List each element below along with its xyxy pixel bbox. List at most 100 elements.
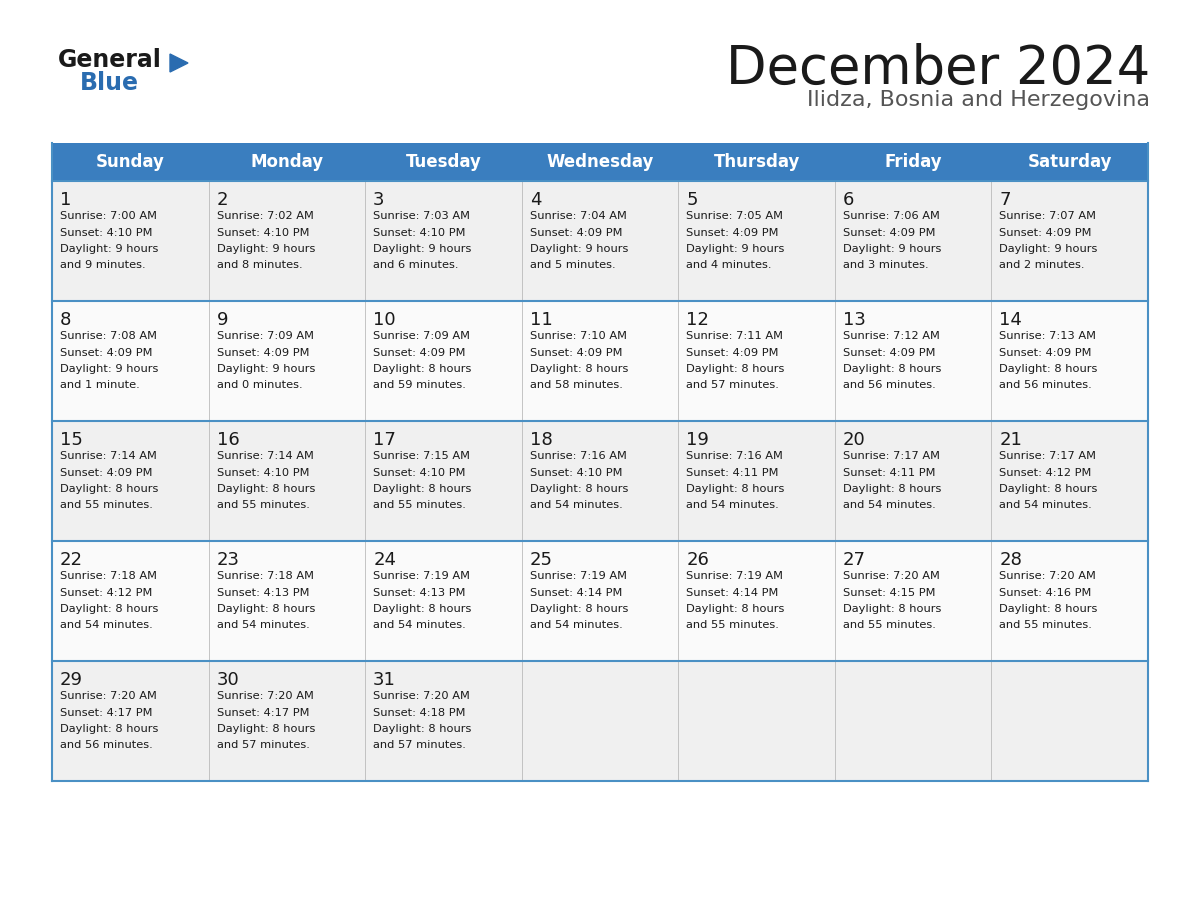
Text: Sunset: 4:10 PM: Sunset: 4:10 PM <box>216 467 309 477</box>
Text: Sunrise: 7:20 AM: Sunrise: 7:20 AM <box>999 571 1097 581</box>
Bar <box>52 181 1148 301</box>
Text: Daylight: 9 hours: Daylight: 9 hours <box>216 244 315 254</box>
Text: 31: 31 <box>373 671 396 689</box>
Text: Daylight: 8 hours: Daylight: 8 hours <box>999 484 1098 494</box>
Text: Sunrise: 7:00 AM: Sunrise: 7:00 AM <box>61 211 157 221</box>
Bar <box>52 301 1148 421</box>
Text: Sunset: 4:09 PM: Sunset: 4:09 PM <box>999 348 1092 357</box>
Text: Sunset: 4:09 PM: Sunset: 4:09 PM <box>61 348 152 357</box>
Text: 22: 22 <box>61 551 83 569</box>
Text: Sunset: 4:09 PM: Sunset: 4:09 PM <box>373 348 466 357</box>
Text: 1: 1 <box>61 191 71 209</box>
Text: Daylight: 8 hours: Daylight: 8 hours <box>842 484 941 494</box>
Text: Daylight: 8 hours: Daylight: 8 hours <box>373 484 472 494</box>
Text: Sunrise: 7:19 AM: Sunrise: 7:19 AM <box>373 571 470 581</box>
Text: Daylight: 8 hours: Daylight: 8 hours <box>999 604 1098 614</box>
Text: Sunrise: 7:15 AM: Sunrise: 7:15 AM <box>373 451 470 461</box>
Text: and 4 minutes.: and 4 minutes. <box>687 261 772 271</box>
Text: Daylight: 9 hours: Daylight: 9 hours <box>687 244 784 254</box>
Text: Daylight: 8 hours: Daylight: 8 hours <box>61 724 158 734</box>
Text: 10: 10 <box>373 311 396 329</box>
Text: and 54 minutes.: and 54 minutes. <box>687 500 779 510</box>
Text: Sunrise: 7:20 AM: Sunrise: 7:20 AM <box>61 691 157 701</box>
Text: and 54 minutes.: and 54 minutes. <box>216 621 309 631</box>
Text: 18: 18 <box>530 431 552 449</box>
Text: Sunset: 4:10 PM: Sunset: 4:10 PM <box>216 228 309 238</box>
Text: Sunset: 4:10 PM: Sunset: 4:10 PM <box>373 228 466 238</box>
Text: 19: 19 <box>687 431 709 449</box>
Text: December 2024: December 2024 <box>726 43 1150 95</box>
Text: 12: 12 <box>687 311 709 329</box>
Text: Sunrise: 7:20 AM: Sunrise: 7:20 AM <box>373 691 470 701</box>
Text: Sunrise: 7:20 AM: Sunrise: 7:20 AM <box>842 571 940 581</box>
Text: Sunset: 4:09 PM: Sunset: 4:09 PM <box>687 348 779 357</box>
Text: Sunrise: 7:20 AM: Sunrise: 7:20 AM <box>216 691 314 701</box>
Text: Sunset: 4:12 PM: Sunset: 4:12 PM <box>61 588 152 598</box>
Text: Sunrise: 7:17 AM: Sunrise: 7:17 AM <box>999 451 1097 461</box>
Text: Sunrise: 7:14 AM: Sunrise: 7:14 AM <box>61 451 157 461</box>
Text: 25: 25 <box>530 551 552 569</box>
Text: 7: 7 <box>999 191 1011 209</box>
Text: Daylight: 8 hours: Daylight: 8 hours <box>842 604 941 614</box>
Text: and 8 minutes.: and 8 minutes. <box>216 261 302 271</box>
Text: Wednesday: Wednesday <box>546 153 653 171</box>
Text: Daylight: 9 hours: Daylight: 9 hours <box>530 244 628 254</box>
Text: Blue: Blue <box>80 71 139 95</box>
Text: 23: 23 <box>216 551 240 569</box>
Text: Ilidza, Bosnia and Herzegovina: Ilidza, Bosnia and Herzegovina <box>807 90 1150 110</box>
Text: 16: 16 <box>216 431 239 449</box>
Text: Sunset: 4:18 PM: Sunset: 4:18 PM <box>373 708 466 718</box>
Text: Sunset: 4:09 PM: Sunset: 4:09 PM <box>530 348 623 357</box>
Text: Sunset: 4:15 PM: Sunset: 4:15 PM <box>842 588 935 598</box>
Text: and 55 minutes.: and 55 minutes. <box>842 621 936 631</box>
Text: Sunset: 4:09 PM: Sunset: 4:09 PM <box>687 228 779 238</box>
Text: 2: 2 <box>216 191 228 209</box>
Text: and 2 minutes.: and 2 minutes. <box>999 261 1085 271</box>
Text: and 54 minutes.: and 54 minutes. <box>999 500 1092 510</box>
Text: Daylight: 8 hours: Daylight: 8 hours <box>999 364 1098 374</box>
Text: and 0 minutes.: and 0 minutes. <box>216 380 302 390</box>
Text: Sunrise: 7:02 AM: Sunrise: 7:02 AM <box>216 211 314 221</box>
Text: Sunset: 4:09 PM: Sunset: 4:09 PM <box>842 348 935 357</box>
Text: Sunset: 4:13 PM: Sunset: 4:13 PM <box>216 588 309 598</box>
Text: Sunset: 4:14 PM: Sunset: 4:14 PM <box>687 588 778 598</box>
Text: Daylight: 8 hours: Daylight: 8 hours <box>216 724 315 734</box>
Text: and 54 minutes.: and 54 minutes. <box>373 621 466 631</box>
Text: Sunset: 4:10 PM: Sunset: 4:10 PM <box>61 228 152 238</box>
Text: Sunrise: 7:11 AM: Sunrise: 7:11 AM <box>687 331 783 341</box>
Text: and 54 minutes.: and 54 minutes. <box>61 621 153 631</box>
Text: and 54 minutes.: and 54 minutes. <box>530 621 623 631</box>
Text: and 55 minutes.: and 55 minutes. <box>216 500 309 510</box>
Text: Sunset: 4:17 PM: Sunset: 4:17 PM <box>216 708 309 718</box>
Text: Sunrise: 7:06 AM: Sunrise: 7:06 AM <box>842 211 940 221</box>
Text: 5: 5 <box>687 191 697 209</box>
Text: Sunrise: 7:19 AM: Sunrise: 7:19 AM <box>530 571 627 581</box>
Text: Sunset: 4:10 PM: Sunset: 4:10 PM <box>373 467 466 477</box>
Text: Sunrise: 7:09 AM: Sunrise: 7:09 AM <box>216 331 314 341</box>
Text: Sunrise: 7:09 AM: Sunrise: 7:09 AM <box>373 331 470 341</box>
Text: 11: 11 <box>530 311 552 329</box>
Text: Saturday: Saturday <box>1028 153 1112 171</box>
Text: 30: 30 <box>216 671 239 689</box>
Text: Daylight: 9 hours: Daylight: 9 hours <box>216 364 315 374</box>
Text: Sunset: 4:11 PM: Sunset: 4:11 PM <box>687 467 779 477</box>
Text: and 5 minutes.: and 5 minutes. <box>530 261 615 271</box>
Text: Daylight: 9 hours: Daylight: 9 hours <box>999 244 1098 254</box>
Bar <box>52 421 1148 541</box>
Text: and 58 minutes.: and 58 minutes. <box>530 380 623 390</box>
Text: and 54 minutes.: and 54 minutes. <box>530 500 623 510</box>
Text: Daylight: 8 hours: Daylight: 8 hours <box>687 604 784 614</box>
Text: Tuesday: Tuesday <box>405 153 481 171</box>
Text: Sunset: 4:17 PM: Sunset: 4:17 PM <box>61 708 152 718</box>
Bar <box>52 661 1148 781</box>
Text: Sunday: Sunday <box>96 153 165 171</box>
Text: Sunrise: 7:07 AM: Sunrise: 7:07 AM <box>999 211 1097 221</box>
Text: and 55 minutes.: and 55 minutes. <box>61 500 153 510</box>
Text: 13: 13 <box>842 311 866 329</box>
Text: Sunset: 4:09 PM: Sunset: 4:09 PM <box>216 348 309 357</box>
Text: 9: 9 <box>216 311 228 329</box>
Text: Sunrise: 7:17 AM: Sunrise: 7:17 AM <box>842 451 940 461</box>
Text: 28: 28 <box>999 551 1023 569</box>
Text: Daylight: 9 hours: Daylight: 9 hours <box>61 244 158 254</box>
Text: Sunrise: 7:18 AM: Sunrise: 7:18 AM <box>61 571 157 581</box>
